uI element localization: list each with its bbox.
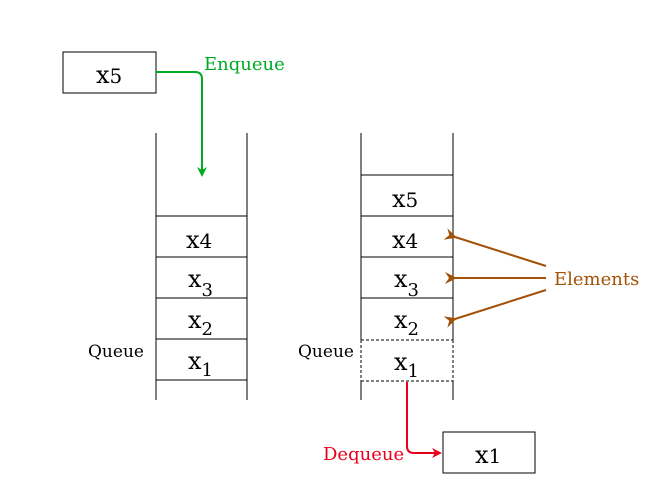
right-cell-x5: x5 <box>392 185 418 213</box>
right-queue-label: Queue <box>298 342 354 362</box>
enqueue-label: Enqueue <box>204 54 285 75</box>
outgoing-element-box: x1 <box>442 431 536 474</box>
right-cell-x4: x4 <box>392 226 418 254</box>
elements-pointers <box>443 228 547 328</box>
left-cell-x4: x4 <box>186 226 212 254</box>
left-cell-x1: x1 <box>188 347 213 381</box>
right-queue: x5 x4 x3 x2 x1 <box>360 133 454 400</box>
dequeue-arrow <box>406 382 442 458</box>
right-cell-x3: x3 <box>394 265 419 301</box>
outgoing-element-sub: 1 <box>489 444 502 468</box>
svg-text:x1: x1 <box>475 441 501 469</box>
elements-label: Elements <box>554 269 639 290</box>
right-cell-x1: x1 <box>394 348 419 382</box>
incoming-element-sub: 5 <box>110 64 123 88</box>
incoming-element-main: x <box>96 61 110 89</box>
outgoing-element-main: x <box>475 441 489 469</box>
left-cell-x2: x2 <box>188 306 213 340</box>
incoming-element-box: x5 <box>62 51 157 94</box>
left-queue: x4 x3 x2 x1 <box>155 133 248 400</box>
left-cell-x3: x3 <box>188 265 213 301</box>
dequeue-label: Dequeue <box>323 444 404 465</box>
left-queue-label: Queue <box>88 342 144 362</box>
enqueue-arrow <box>156 71 207 177</box>
right-cell-x2: x2 <box>394 306 419 340</box>
svg-text:x5: x5 <box>96 61 122 89</box>
